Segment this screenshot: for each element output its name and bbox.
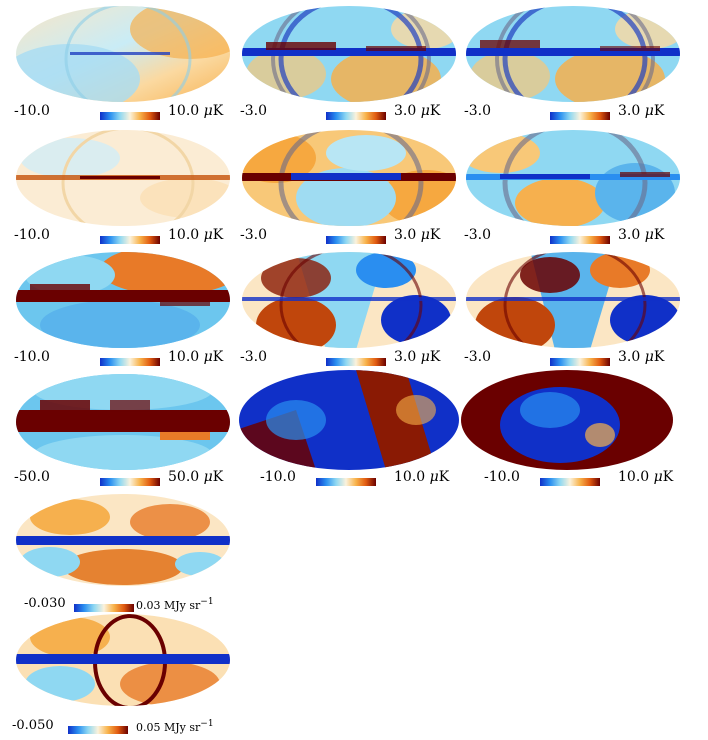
colorbar xyxy=(326,112,386,120)
colorbar-min-label: -10.0 xyxy=(484,469,520,485)
colorbar-max-label: 10.0 μK xyxy=(618,469,674,485)
mollweide-map xyxy=(16,130,230,226)
sky-map-panel-r5c1: -0.030 0.03 MJy sr−1 xyxy=(10,492,236,614)
sky-map-panel-r2c3: -3.0 3.0 μK xyxy=(460,128,686,250)
mollweide-map xyxy=(16,614,230,706)
colorbar-min-label: -3.0 xyxy=(464,103,491,119)
mollweide-map xyxy=(239,370,459,470)
colorbar-min-label: -10.0 xyxy=(14,227,50,243)
colorbar-min-label: -3.0 xyxy=(240,349,267,365)
colorbar-min-label: -3.0 xyxy=(240,103,267,119)
mollweide-map xyxy=(466,130,680,226)
colorbar xyxy=(326,236,386,244)
colorbar xyxy=(100,112,160,120)
colorbar-min-label: -3.0 xyxy=(464,227,491,243)
colorbar-max-label: 10.0 μK xyxy=(168,103,224,119)
colorbar-max-label: 10.0 μK xyxy=(168,349,224,365)
mollweide-map xyxy=(242,252,456,348)
colorbar xyxy=(68,726,128,734)
colorbar-min-label: -10.0 xyxy=(14,103,50,119)
sky-map-panel-r6c1: -0.050 0.05 MJy sr−1 xyxy=(10,612,236,734)
mollweide-map xyxy=(242,130,456,226)
colorbar-min-label: -0.030 xyxy=(24,596,66,611)
sky-map-panel-r3c1: -10.0 10.0 μK xyxy=(10,250,236,372)
colorbar xyxy=(100,478,160,486)
colorbar-min-label: -10.0 xyxy=(14,349,50,365)
colorbar-max-label: 3.0 μK xyxy=(394,103,441,119)
colorbar-min-label: -0.050 xyxy=(12,718,54,733)
colorbar-min-label: -10.0 xyxy=(260,469,296,485)
sky-map-panel-r4c3: -10.0 10.0 μK xyxy=(460,370,686,492)
colorbar-min-label: -3.0 xyxy=(240,227,267,243)
sky-map-panel-r2c2: -3.0 3.0 μK xyxy=(236,128,462,250)
sky-map-panel-r2c1: -10.0 10.0 μK xyxy=(10,128,236,250)
sky-map-panel-r1c1: -10.0 10.0 μK xyxy=(10,4,236,126)
colorbar xyxy=(100,358,160,366)
mollweide-map xyxy=(466,252,680,348)
colorbar xyxy=(74,604,134,612)
colorbar xyxy=(100,236,160,244)
colorbar xyxy=(550,358,610,366)
colorbar-max-label: 3.0 μK xyxy=(618,227,665,243)
sky-map-panel-r3c3: -3.0 3.0 μK xyxy=(460,250,686,372)
colorbar-max-label: 50.0 μK xyxy=(168,469,224,485)
colorbar-min-label: -3.0 xyxy=(464,349,491,365)
mollweide-map xyxy=(16,374,230,470)
colorbar-max-label: 3.0 μK xyxy=(394,227,441,243)
mollweide-map xyxy=(16,252,230,348)
sky-map-panel-r1c2: -3.0 3.0 μK xyxy=(236,4,462,126)
sky-map-panel-r1c3: -3.0 3.0 μK xyxy=(460,4,686,126)
colorbar xyxy=(550,236,610,244)
colorbar-max-label: 0.03 MJy sr−1 xyxy=(136,597,214,612)
sky-map-panel-r4c2: -10.0 10.0 μK xyxy=(236,370,462,492)
colorbar-max-label: 3.0 μK xyxy=(618,349,665,365)
colorbar xyxy=(540,478,600,486)
sky-map-panel-r4c1: -50.0 50.0 μK xyxy=(10,370,236,492)
colorbar-max-label: 0.05 MJy sr−1 xyxy=(136,719,214,734)
colorbar xyxy=(326,358,386,366)
colorbar xyxy=(550,112,610,120)
mollweide-map xyxy=(16,6,230,102)
colorbar xyxy=(316,478,376,486)
colorbar-min-label: -50.0 xyxy=(14,469,50,485)
sky-map-panel-r3c2: -3.0 3.0 μK xyxy=(236,250,462,372)
colorbar-max-label: 3.0 μK xyxy=(394,349,441,365)
colorbar-max-label: 3.0 μK xyxy=(618,103,665,119)
colorbar-max-label: 10.0 μK xyxy=(168,227,224,243)
mollweide-map xyxy=(16,494,230,586)
mollweide-map xyxy=(461,370,673,470)
mollweide-map xyxy=(466,6,680,102)
colorbar-max-label: 10.0 μK xyxy=(394,469,450,485)
mollweide-map xyxy=(242,6,456,102)
